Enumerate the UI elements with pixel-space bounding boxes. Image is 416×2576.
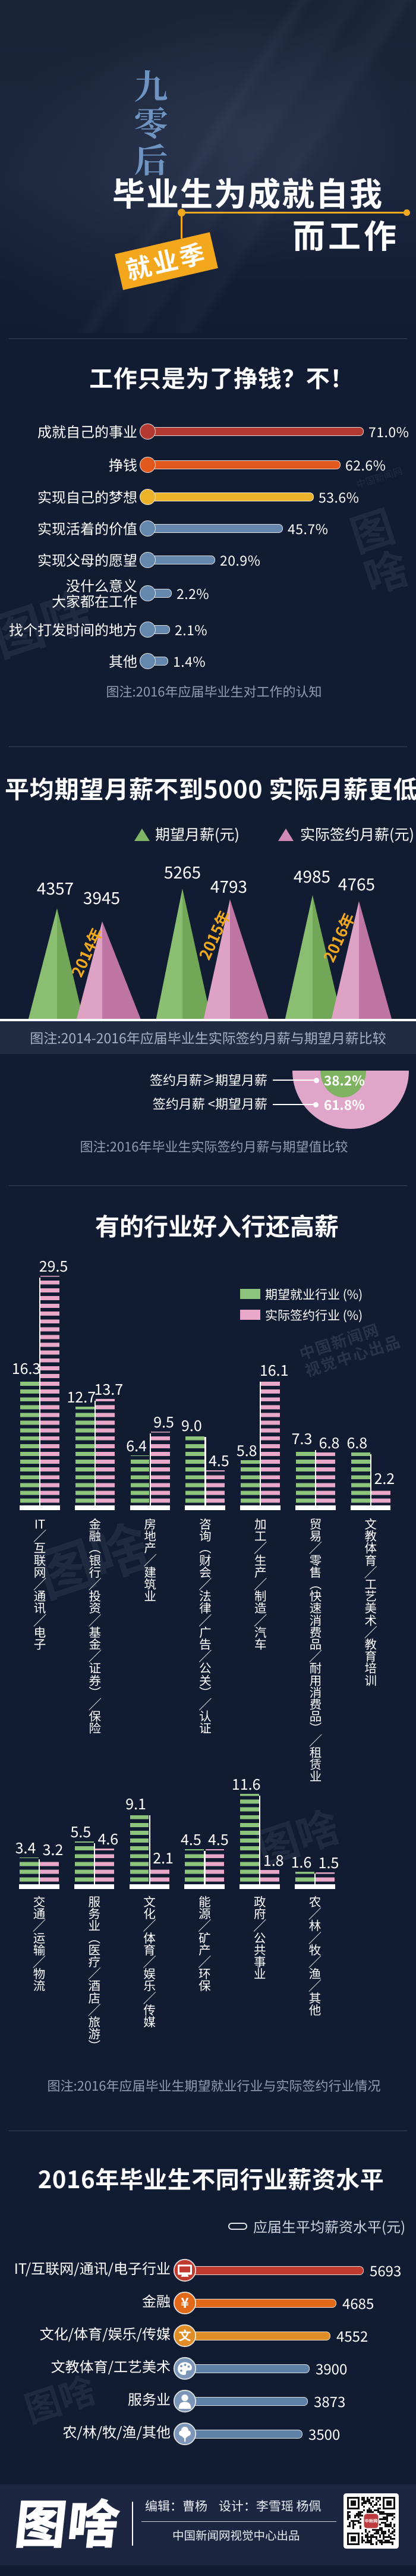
svg-text:文: 文	[179, 2327, 191, 2345]
svg-text:¥: ¥	[181, 2292, 189, 2312]
svg-text:中新网: 中新网	[365, 2518, 378, 2524]
